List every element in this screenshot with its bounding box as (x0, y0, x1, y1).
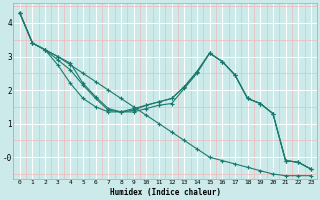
X-axis label: Humidex (Indice chaleur): Humidex (Indice chaleur) (110, 188, 221, 197)
